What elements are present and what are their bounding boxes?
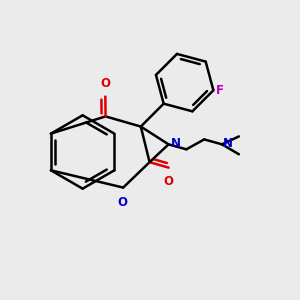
Text: O: O (164, 175, 174, 188)
Text: N: N (170, 137, 181, 150)
Text: F: F (216, 84, 224, 97)
Text: N: N (223, 137, 233, 150)
Text: O: O (117, 196, 127, 209)
Text: O: O (100, 76, 110, 90)
